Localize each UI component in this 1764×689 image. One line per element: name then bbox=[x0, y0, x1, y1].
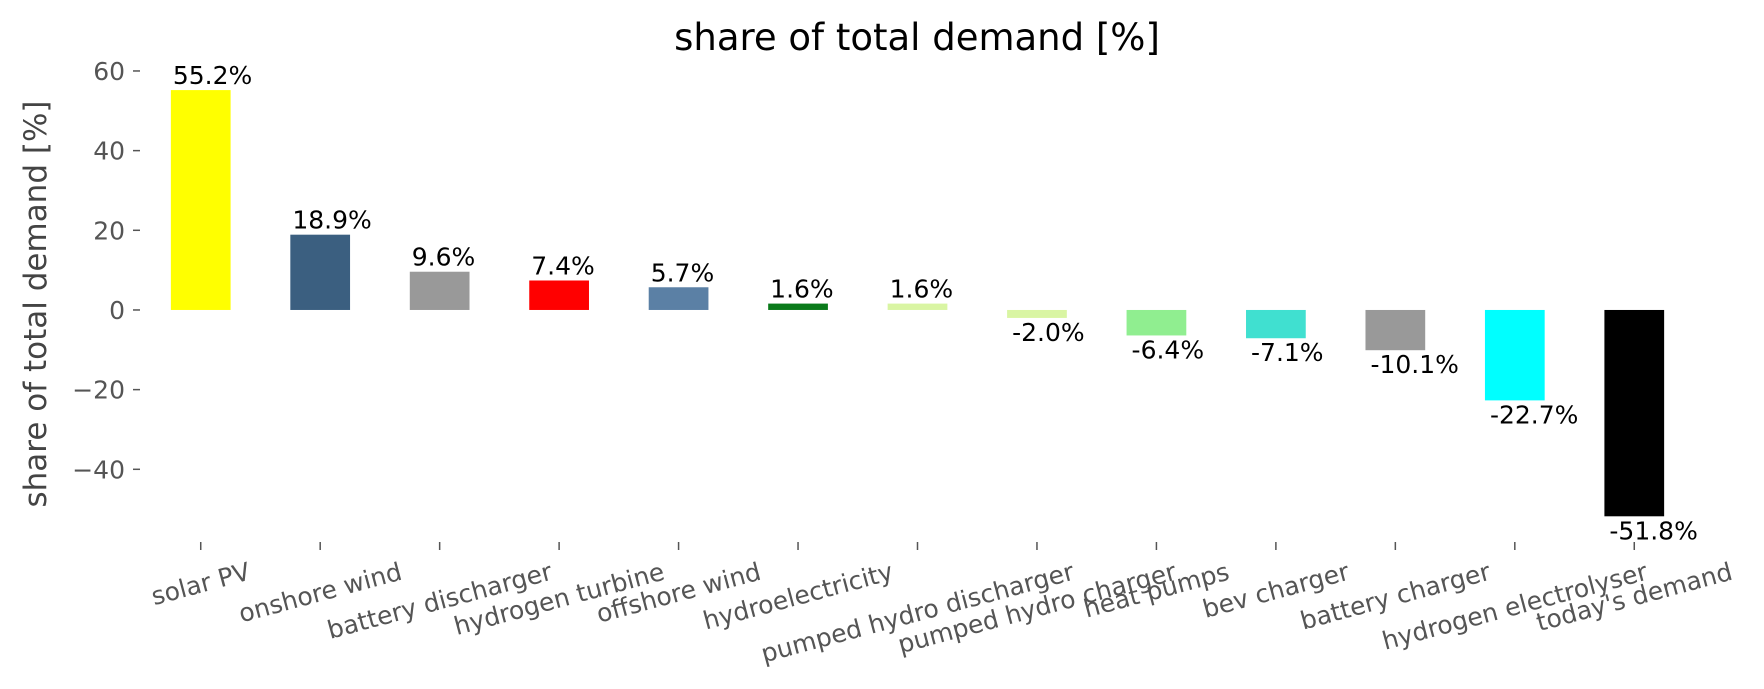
bar bbox=[170, 90, 231, 310]
bar bbox=[529, 280, 589, 310]
y-tick-label: 20 bbox=[93, 216, 125, 245]
bar bbox=[1126, 309, 1187, 336]
y-tick-label: 0 bbox=[109, 296, 125, 325]
value-label: 55.2% bbox=[173, 61, 252, 90]
value-label: 18.9% bbox=[292, 206, 371, 235]
value-label: 5.7% bbox=[651, 258, 715, 287]
y-tick-label: 60 bbox=[93, 57, 125, 86]
value-label: -2.0% bbox=[1012, 318, 1085, 347]
bar bbox=[887, 303, 948, 310]
y-axis-label: share of total demand [%] bbox=[18, 100, 54, 507]
bar bbox=[290, 234, 351, 310]
value-label: 9.6% bbox=[412, 243, 476, 272]
y-tick-label: −20 bbox=[72, 376, 125, 405]
y-tick-label: 40 bbox=[93, 137, 125, 166]
bar bbox=[1484, 309, 1545, 401]
y-tick-label: −40 bbox=[72, 455, 125, 484]
value-label: 1.6% bbox=[770, 275, 834, 304]
value-label: 1.6% bbox=[890, 275, 954, 304]
value-label: -51.8% bbox=[1609, 516, 1697, 545]
bar bbox=[1007, 309, 1067, 318]
value-label: -7.1% bbox=[1251, 338, 1324, 367]
bar bbox=[1246, 309, 1306, 339]
bar bbox=[1365, 309, 1426, 351]
value-label: 7.4% bbox=[531, 251, 595, 280]
value-label: -22.7% bbox=[1490, 400, 1578, 429]
value-label: -6.4% bbox=[1132, 335, 1205, 364]
bar bbox=[648, 287, 709, 310]
chart-title: share of total demand [%] bbox=[674, 16, 1160, 59]
bar bbox=[768, 303, 828, 310]
value-label: -10.1% bbox=[1370, 350, 1458, 379]
bar bbox=[1604, 309, 1665, 517]
bar bbox=[409, 271, 470, 310]
